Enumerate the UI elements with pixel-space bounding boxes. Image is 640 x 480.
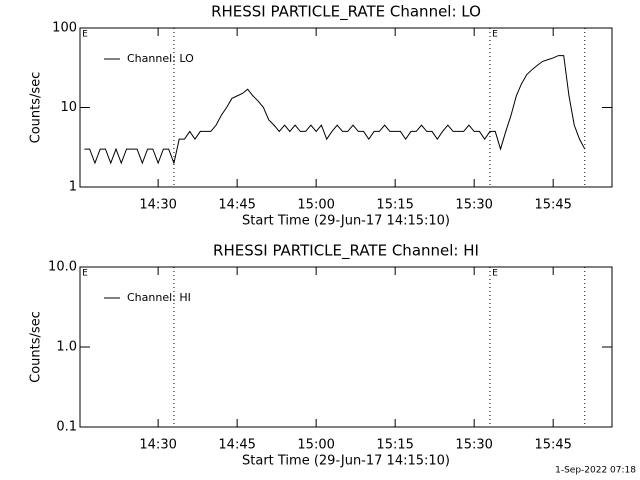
y-tick-label: 100: [52, 21, 77, 36]
x-axis-label: Start Time (29-Jun-17 14:15:10): [242, 454, 450, 469]
y-tick-label: 0.1: [56, 420, 77, 435]
y-tick-label: 10: [60, 100, 77, 115]
x-tick-label: 14:45: [218, 198, 255, 213]
annotation: E: [82, 30, 88, 40]
x-tick-label: 15:15: [376, 198, 413, 213]
annotation: E: [82, 269, 88, 279]
x-tick-label: 15:00: [297, 198, 334, 213]
legend-label: Channel: LO: [127, 52, 194, 65]
legend-label: Channel: HI: [127, 291, 191, 304]
footer: 1-Sep-2022 07:18: [555, 466, 636, 476]
y-tick-label: 1.0: [56, 340, 77, 355]
x-tick-label: 15:15: [376, 438, 413, 453]
y-tick-label: 1: [69, 180, 77, 195]
x-tick-label: 15:45: [534, 438, 571, 453]
y-axis-label: Counts/sec: [29, 72, 44, 144]
x-tick-label: 15:00: [297, 438, 334, 453]
x-tick-label: 15:30: [455, 198, 492, 213]
x-axis-label: Start Time (29-Jun-17 14:15:10): [242, 214, 450, 229]
x-tick-label: 14:30: [139, 438, 176, 453]
y-axis-label: Counts/sec: [29, 311, 44, 383]
chart-title: RHESSI PARTICLE_RATE Channel: HI: [213, 242, 479, 261]
x-tick-label: 15:45: [534, 198, 571, 213]
data-line: [84, 55, 586, 165]
annotation: E: [492, 30, 498, 40]
annotation: E: [492, 269, 498, 279]
y-tick-label: 10.0: [48, 260, 77, 275]
x-tick-label: 14:30: [139, 198, 176, 213]
x-tick-label: 15:30: [455, 438, 492, 453]
chart-title: RHESSI PARTICLE_RATE Channel: LO: [211, 3, 481, 22]
x-tick-label: 14:45: [218, 438, 255, 453]
